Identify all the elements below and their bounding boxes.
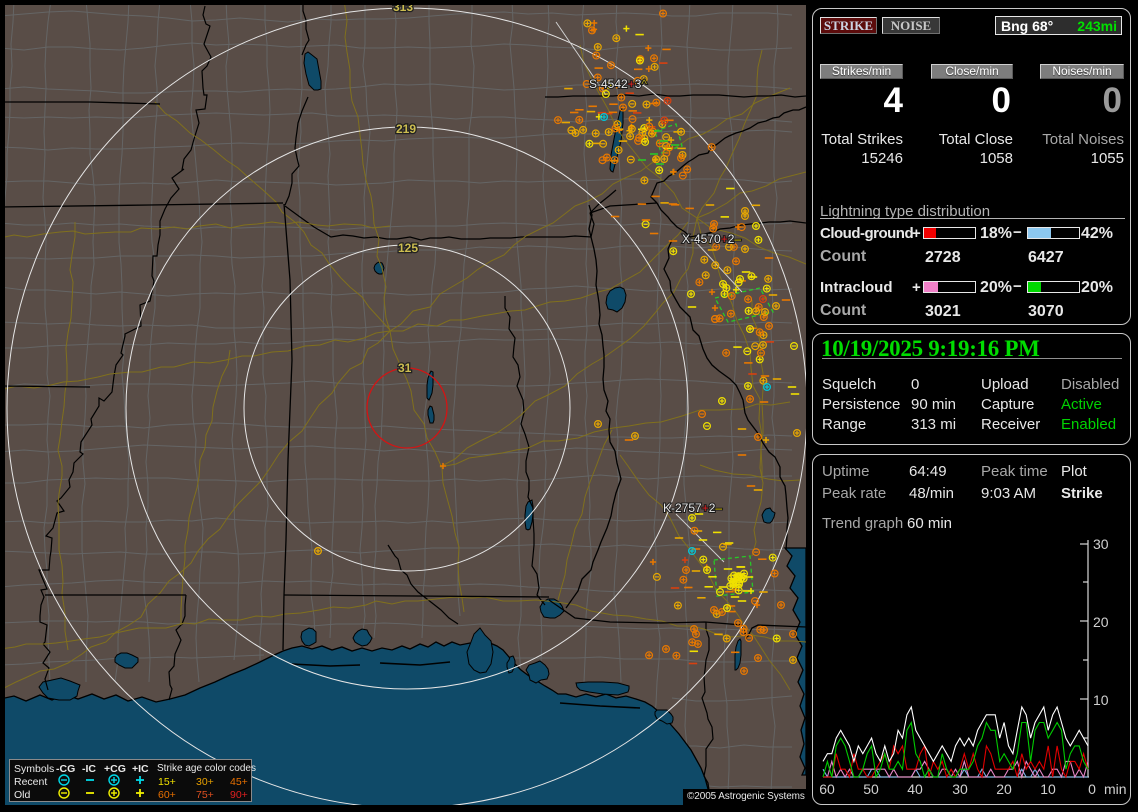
svg-text:30: 30 (1093, 536, 1109, 552)
svg-text:0: 0 (1088, 781, 1096, 797)
svg-text:10: 10 (1093, 692, 1109, 708)
svg-text:30: 30 (952, 781, 968, 797)
svg-text:40: 40 (907, 781, 923, 797)
svg-text:K-2757+2–: K-2757+2– (663, 501, 722, 515)
svg-text:31: 31 (398, 361, 412, 375)
svg-text:min: min (1104, 781, 1127, 797)
svg-text:20: 20 (1093, 614, 1109, 630)
svg-text:20: 20 (996, 781, 1012, 797)
svg-text:S-4542+3^: S-4542+3^ (589, 77, 647, 91)
svg-text:125: 125 (398, 241, 418, 255)
svg-text:219: 219 (396, 122, 416, 136)
svg-text:X-4570+2–: X-4570+2– (682, 232, 741, 246)
svg-text:60: 60 (819, 781, 835, 797)
svg-text:10: 10 (1040, 781, 1056, 797)
svg-text:50: 50 (863, 781, 879, 797)
